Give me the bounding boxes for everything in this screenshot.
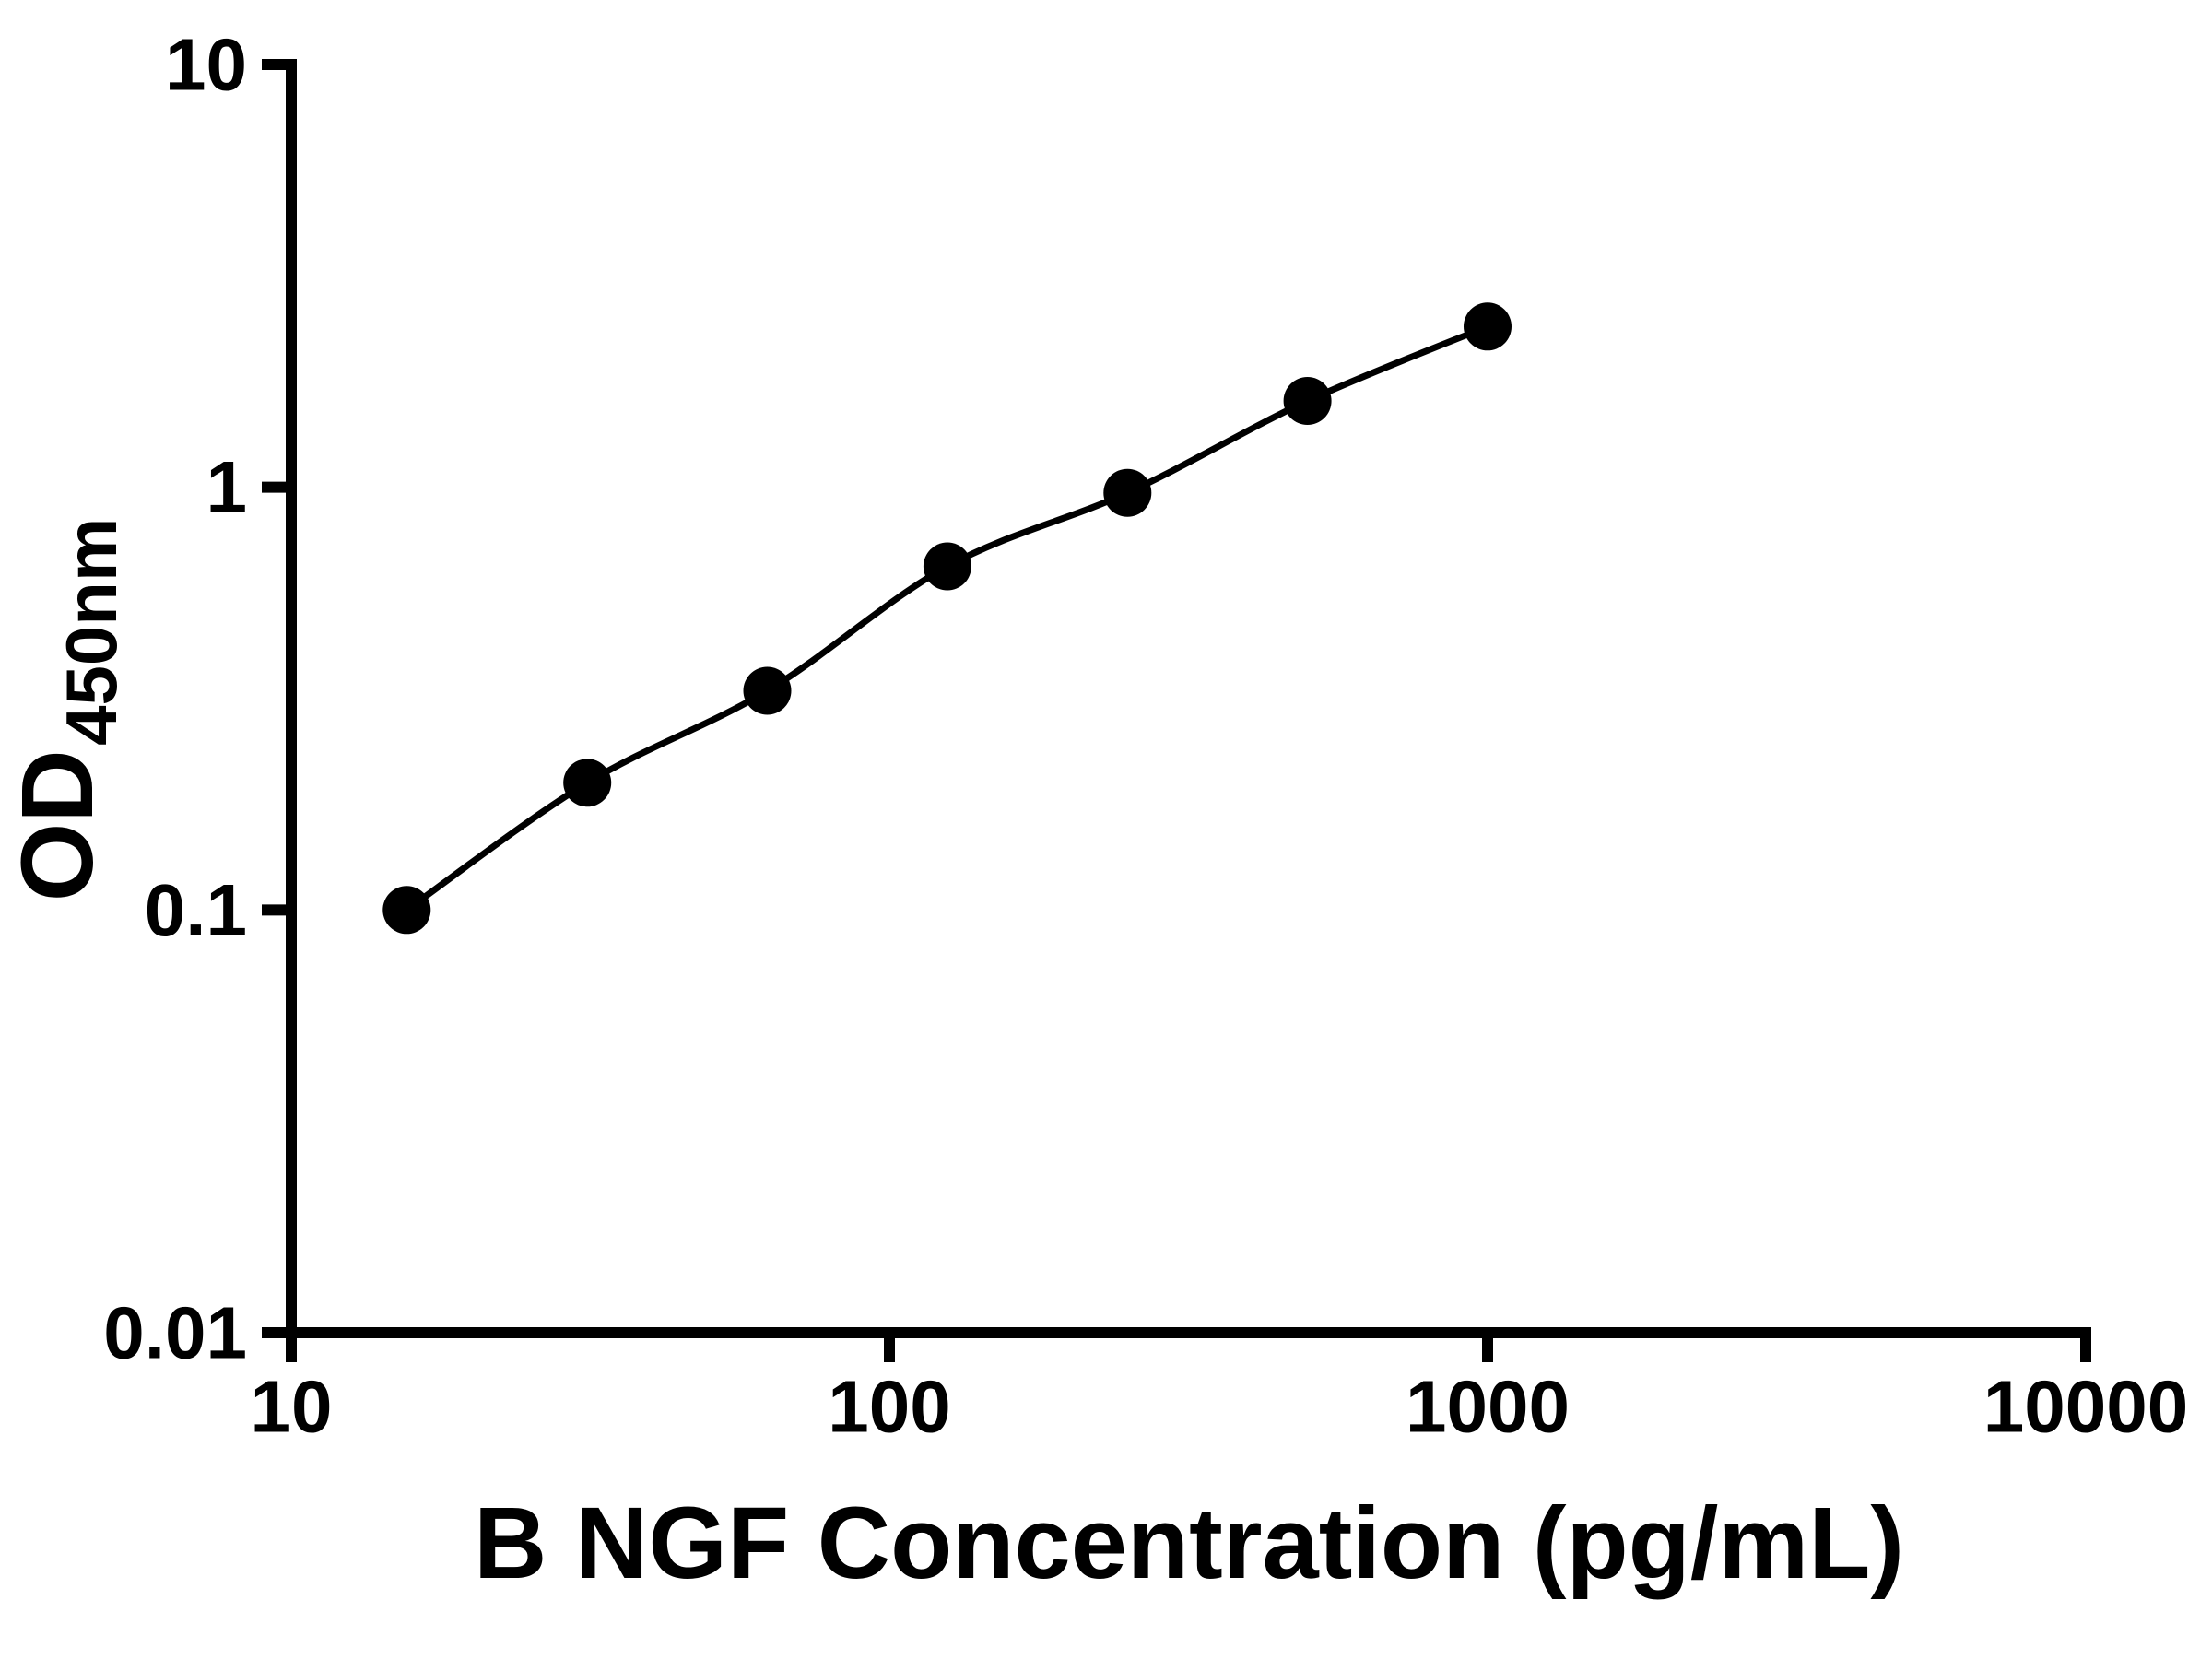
axes-spine	[286, 59, 2091, 1338]
y-axis-tick-label: 10	[165, 24, 247, 106]
y-axis-title-main: OD	[1, 749, 114, 901]
y-axis-tick-label: 1	[206, 446, 248, 528]
data-point-marker	[1464, 302, 1512, 351]
x-axis-tick-label: 10000	[1983, 1366, 2188, 1448]
data-point-marker	[1283, 377, 1332, 425]
data-point-marker	[382, 886, 431, 935]
x-axis-tick-label: 1000	[1406, 1366, 1570, 1448]
x-axis-tick-label: 10	[251, 1366, 333, 1448]
data-point-marker	[563, 759, 612, 807]
data-point-marker	[1103, 468, 1152, 517]
x-axis-title: B NGF Concentration (pg/mL)	[474, 1487, 1904, 1600]
data-point-marker	[923, 542, 971, 591]
x-axis-tick-label: 100	[828, 1366, 950, 1448]
plot-area: 10 100 1000 10000 0.01 0.1 1 10	[103, 24, 2188, 1448]
y-axis-tick-label: 0.1	[145, 869, 247, 951]
y-axis-tick-label: 0.01	[103, 1292, 247, 1374]
y-axis-title: OD 450nm	[1, 518, 132, 902]
data-point-marker	[743, 666, 792, 715]
y-axis-title-sub: 450nm	[51, 518, 132, 746]
